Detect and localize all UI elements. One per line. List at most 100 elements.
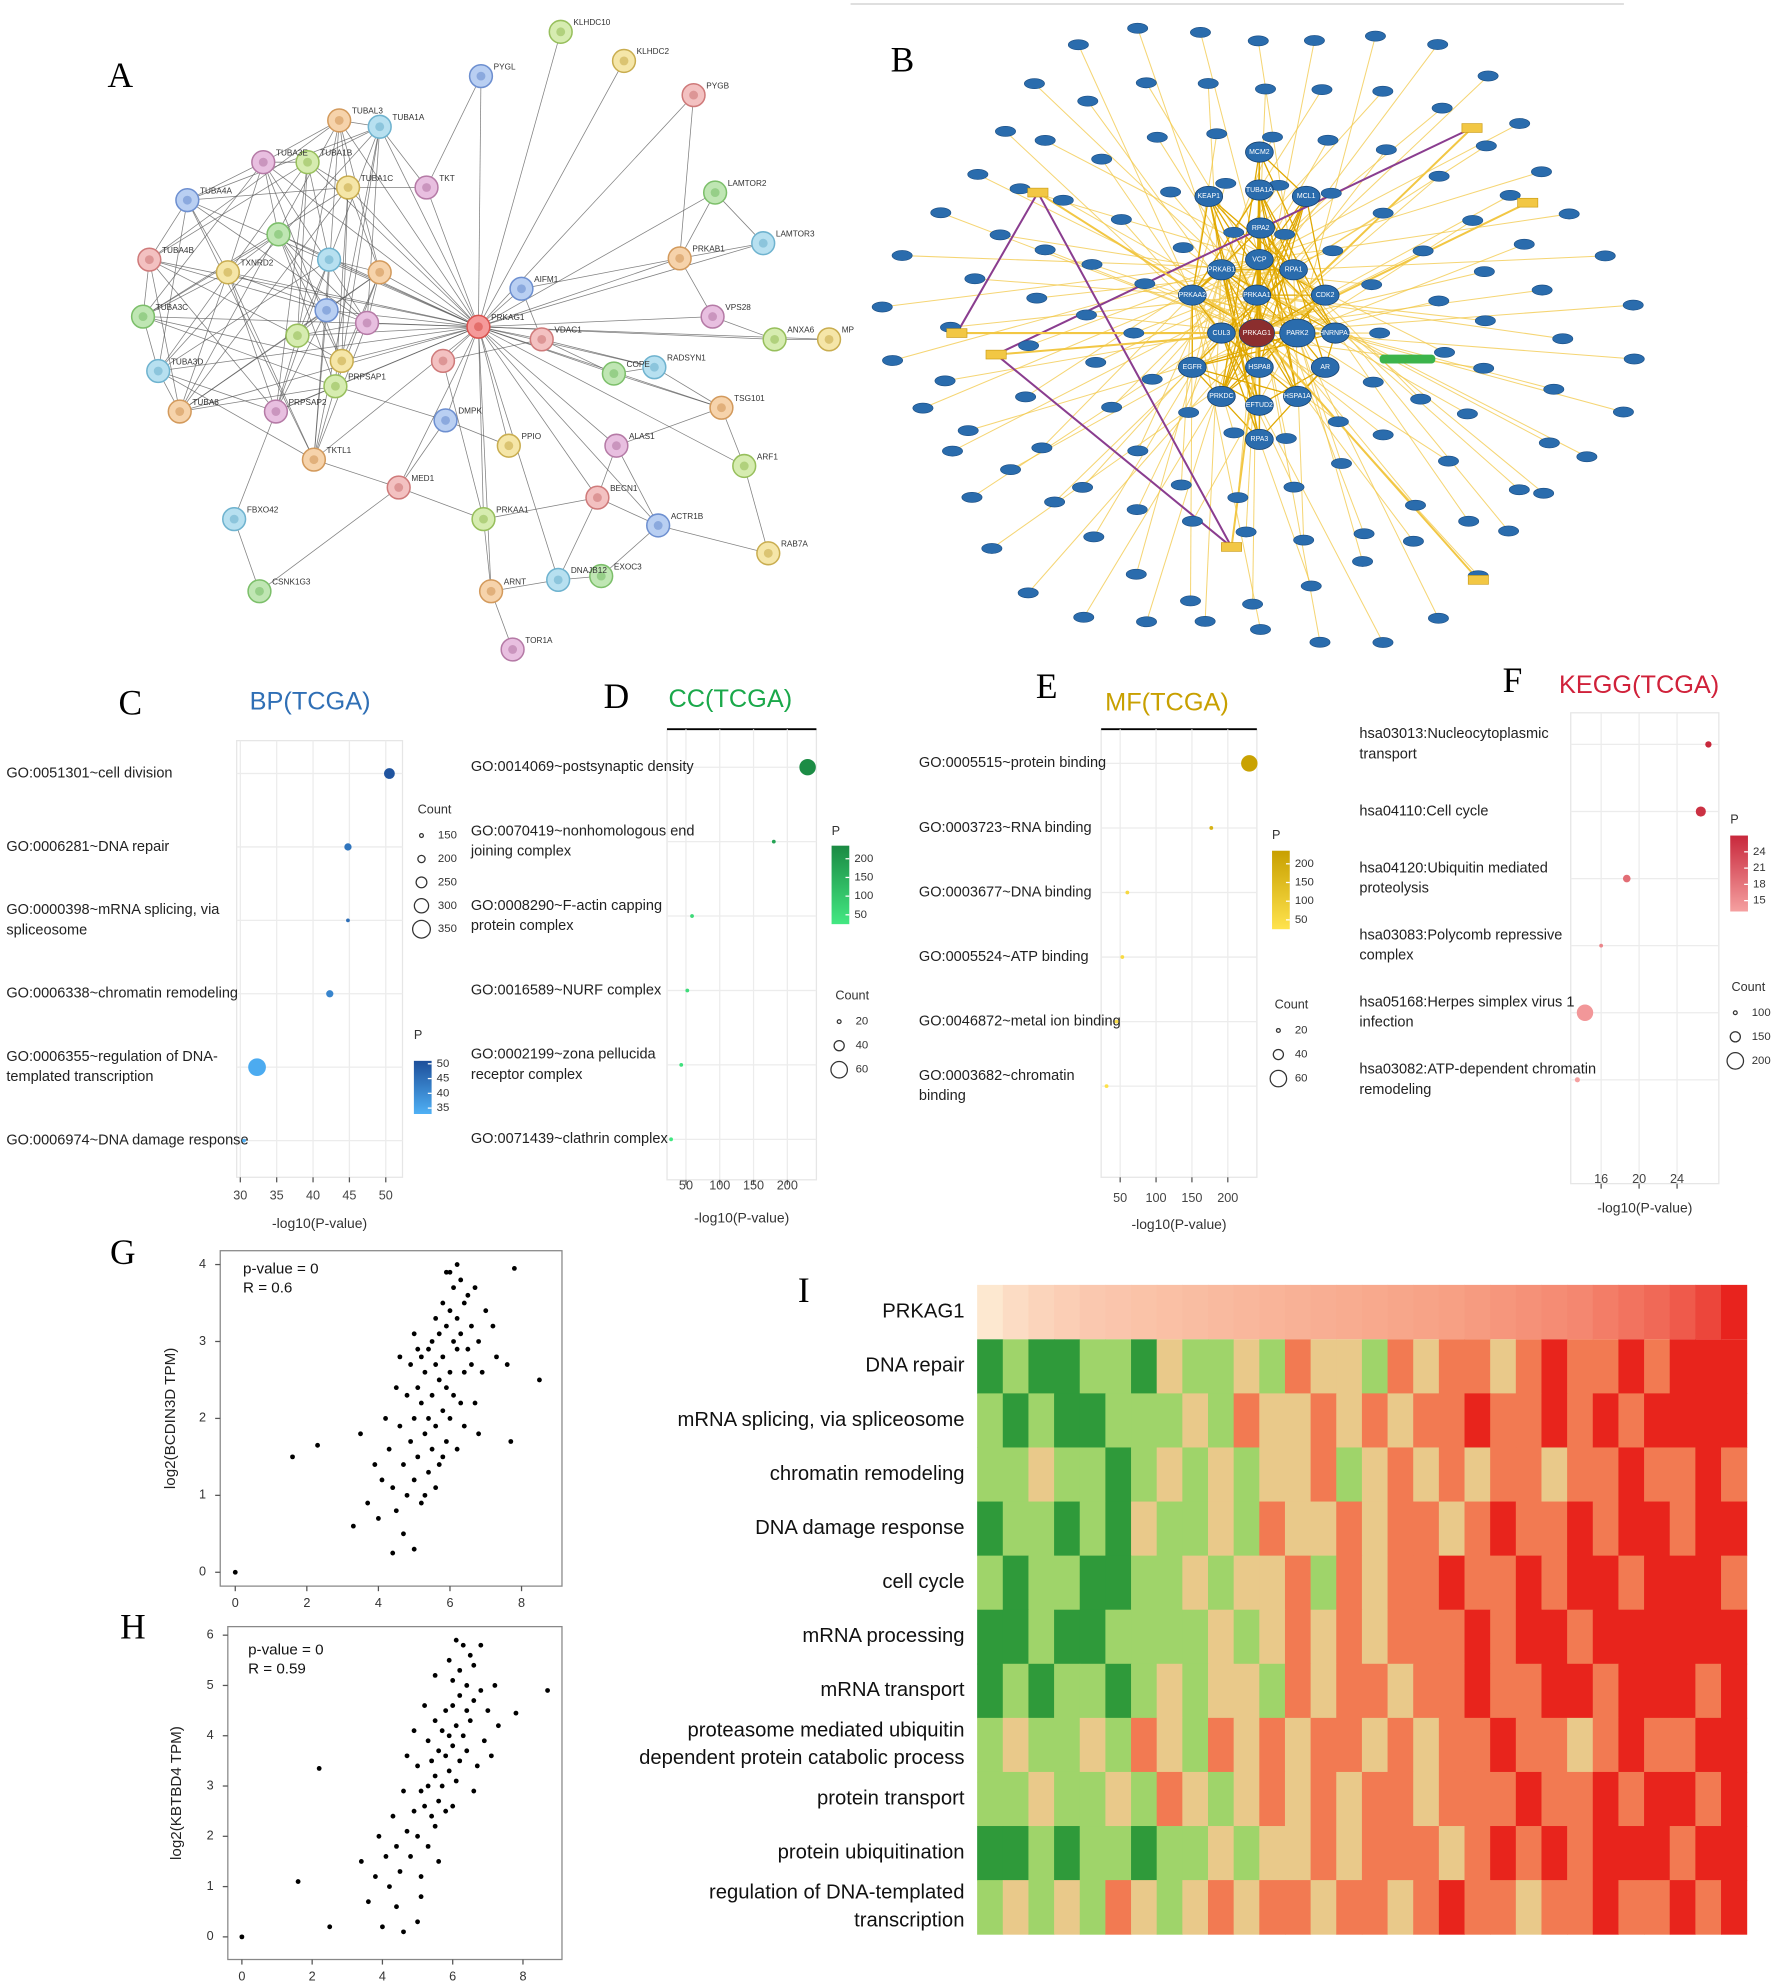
point: [425, 1843, 431, 1849]
point: [418, 1400, 424, 1406]
point: [390, 1485, 396, 1491]
point: [433, 1485, 439, 1491]
point: [429, 1446, 435, 1452]
x-tick-label: 50: [679, 1178, 693, 1192]
x-tick-label: 2: [309, 1970, 316, 1984]
node-core: [293, 331, 302, 341]
legend-label: 200: [1752, 1055, 1771, 1067]
heatmap-cell: [1490, 1771, 1517, 1827]
legend-label: 20: [856, 1016, 869, 1028]
point: [460, 1642, 466, 1648]
edge: [278, 234, 327, 311]
node: [1135, 77, 1157, 89]
heatmap-cell: [1336, 1555, 1363, 1611]
point: [404, 1392, 410, 1398]
node: [1091, 153, 1113, 165]
node: [1000, 464, 1021, 476]
heatmap-cell: [1284, 1501, 1312, 1557]
node: [981, 543, 1003, 554]
point: [453, 1723, 459, 1729]
node-label: TUBAL3: [352, 107, 383, 116]
point: [397, 1354, 403, 1360]
node-core: [504, 441, 514, 451]
heatmap-cell: [1490, 1339, 1517, 1394]
legend-marker: [1732, 1010, 1738, 1016]
edge: [1220, 294, 1258, 397]
edge: [1258, 127, 1473, 334]
x-axis-label: -log10(P-value): [694, 1210, 789, 1226]
heatmap-cell: [1541, 1609, 1568, 1665]
edge: [1192, 366, 1298, 397]
point: [397, 1423, 403, 1429]
y-tick-label: GO:0051301~cell division: [6, 765, 172, 781]
edge: [616, 445, 659, 526]
heatmap-cell: [1156, 1393, 1183, 1448]
node-label: TUBA4B: [162, 246, 194, 255]
heatmap-cell: [1541, 1339, 1568, 1394]
heatmap-cell: [1541, 1663, 1568, 1719]
heatmap-cell: [977, 1393, 1004, 1448]
legend-marker: [1726, 1051, 1745, 1070]
heatmap-cell: [1336, 1771, 1363, 1827]
y-axis-label: log2(BCDIN3D TPM): [162, 1348, 179, 1489]
point: [440, 1408, 446, 1414]
edge: [297, 259, 330, 336]
heatmap-cell: [1284, 1771, 1312, 1827]
point: [454, 1262, 460, 1267]
point: [460, 1733, 466, 1739]
heatmap-cell: [1336, 1339, 1363, 1394]
row-label: DNA repair: [865, 1355, 964, 1377]
heatmap-cell: [977, 1609, 1004, 1665]
panel-label: B: [891, 40, 915, 80]
node: [1245, 249, 1274, 271]
heatmap-cell: [1361, 1339, 1389, 1394]
node-core: [255, 586, 264, 596]
point: [422, 1803, 427, 1809]
edge: [478, 326, 492, 592]
edge: [1220, 332, 1260, 440]
node-core: [144, 255, 154, 265]
edge: [1258, 189, 1295, 271]
node-label: EFTUD2: [1246, 402, 1273, 409]
edge: [341, 187, 349, 361]
node: [1215, 178, 1237, 189]
point: [422, 1369, 428, 1375]
node-label: TUBA3C: [156, 303, 188, 312]
y-tick-label: 0: [199, 1565, 206, 1579]
node-label: TOR1A: [525, 636, 553, 645]
edge: [1041, 294, 1193, 449]
heatmap-cell: [1131, 1771, 1158, 1827]
heatmap-cell: [1669, 1501, 1696, 1557]
node: [1362, 376, 1384, 388]
heatmap-cell: [977, 1880, 1004, 1935]
dot: [248, 1058, 266, 1077]
y-tick-label: GO:0003682~chromatin: [919, 1068, 1075, 1084]
heatmap-cell: [1233, 1393, 1260, 1448]
x-tick-label: 50: [379, 1189, 393, 1203]
node-label: VDAC1: [554, 326, 582, 335]
node: [1543, 383, 1565, 395]
dot: [685, 988, 690, 993]
node: [1018, 340, 1040, 352]
node: [1274, 228, 1296, 240]
node: [1141, 373, 1163, 385]
heatmap-cell: [1438, 1880, 1466, 1935]
heatmap-cell: [1618, 1284, 1645, 1340]
heatmap-cell: [1438, 1663, 1466, 1719]
node: [1083, 531, 1105, 543]
point: [511, 1265, 517, 1271]
x-tick-label: 150: [1181, 1191, 1202, 1205]
heatmap-cell: [1387, 1663, 1414, 1719]
node: [1181, 515, 1203, 527]
node-label: ANXA6: [787, 326, 814, 335]
node: [1126, 504, 1148, 515]
point: [436, 1748, 442, 1754]
edge: [1036, 192, 1233, 548]
node-label: PARK2: [1286, 330, 1308, 337]
edge: [1260, 227, 1336, 334]
edge: [262, 162, 279, 235]
point: [404, 1828, 410, 1834]
edge: [149, 259, 298, 336]
node: [1125, 568, 1147, 580]
heatmap-cell: [1131, 1339, 1158, 1394]
